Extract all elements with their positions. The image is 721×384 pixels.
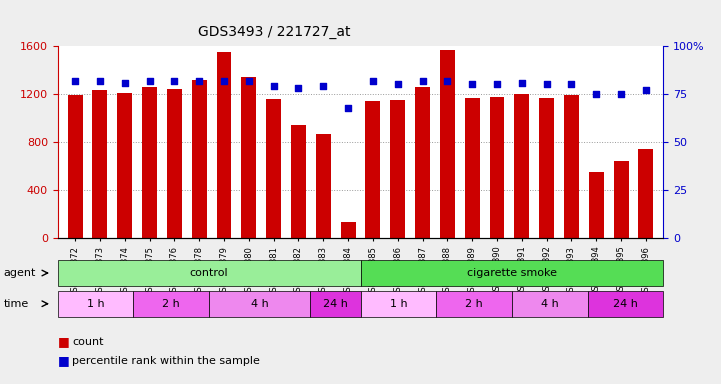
Point [119,79,131,86]
Bar [216,52,231,238]
Text: 1 h: 1 h [389,299,407,309]
Point [317,83,329,89]
Bar [589,172,603,238]
Text: count: count [72,337,104,347]
Text: GDS3493 / 221727_at: GDS3493 / 221727_at [198,25,350,39]
Point [491,81,503,88]
Bar [564,95,579,238]
Bar [192,79,207,238]
Text: agent: agent [4,268,36,278]
Text: ■: ■ [58,354,69,367]
Point [615,91,627,97]
Point [640,87,652,93]
Bar [465,98,479,238]
Text: 2 h: 2 h [162,299,180,309]
Point [143,78,155,84]
Text: time: time [4,299,29,309]
Point [541,81,552,88]
Bar [291,125,306,238]
Bar [366,101,381,238]
Bar [639,149,653,238]
Bar [614,161,629,238]
Point [516,79,528,86]
Bar [142,87,157,238]
Text: 4 h: 4 h [251,299,268,309]
Bar [415,87,430,238]
Point [268,83,280,89]
Bar [539,98,554,238]
Bar [68,95,82,238]
Text: 24 h: 24 h [613,299,638,309]
Point [169,78,180,84]
Text: ■: ■ [58,335,69,348]
Point [441,78,453,84]
Point [243,78,255,84]
Bar [514,94,529,238]
Bar [440,50,455,238]
Text: 1 h: 1 h [87,299,105,309]
Point [218,78,230,84]
Point [590,91,602,97]
Bar [340,222,355,238]
Bar [316,134,331,238]
Point [566,81,578,88]
Bar [490,97,505,238]
Bar [118,93,132,238]
Bar [92,91,107,238]
Text: 4 h: 4 h [541,299,559,309]
Bar [167,89,182,238]
Point [367,78,379,84]
Point [69,78,81,84]
Point [193,78,205,84]
Point [392,81,404,88]
Text: 2 h: 2 h [465,299,483,309]
Point [342,104,354,111]
Bar [242,77,256,238]
Bar [266,99,281,238]
Text: 24 h: 24 h [323,299,348,309]
Text: cigarette smoke: cigarette smoke [467,268,557,278]
Text: percentile rank within the sample: percentile rank within the sample [72,356,260,366]
Point [94,78,106,84]
Point [417,78,428,84]
Bar [390,100,405,238]
Point [466,81,478,88]
Point [293,85,304,91]
Text: control: control [190,268,229,278]
